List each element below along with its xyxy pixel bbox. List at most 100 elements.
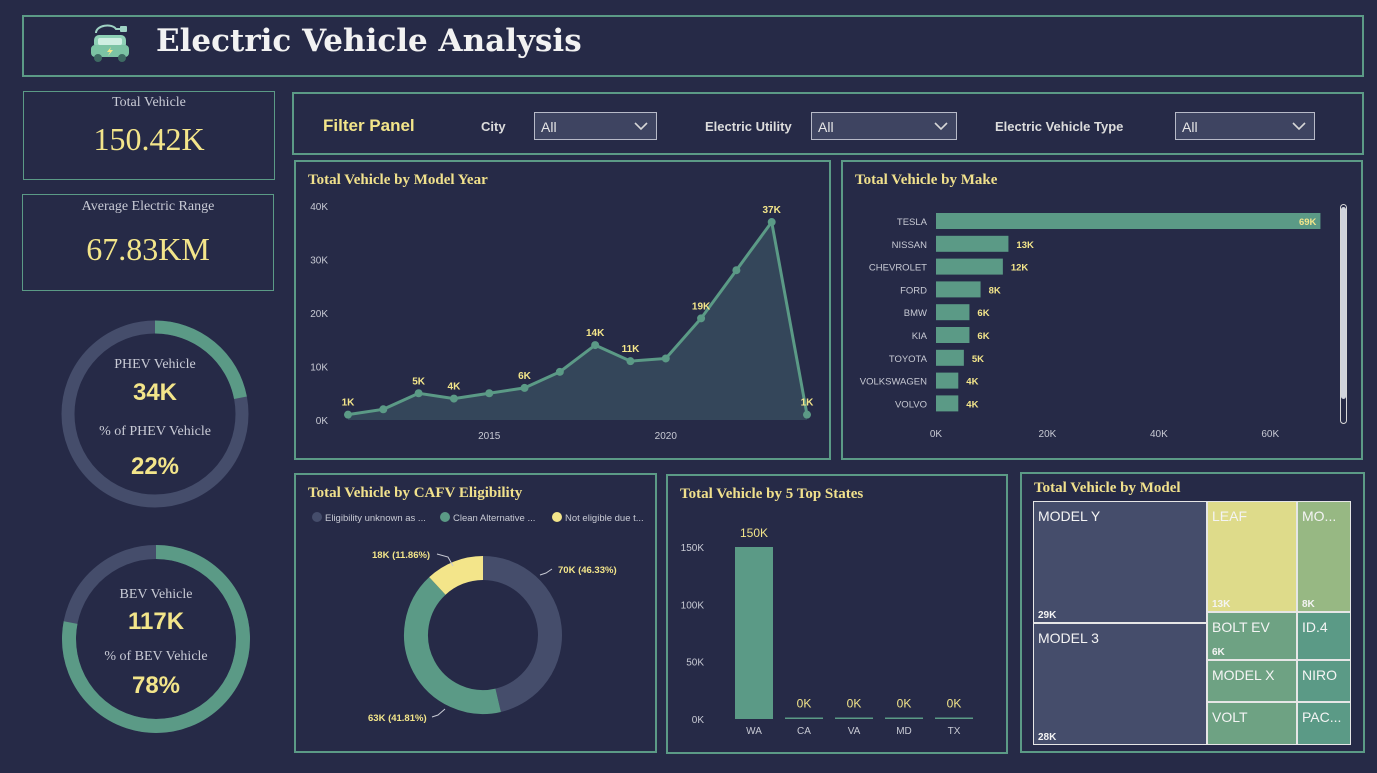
data-point[interactable] xyxy=(767,218,776,227)
legend-swatch xyxy=(440,512,450,522)
data-point[interactable] xyxy=(732,266,741,275)
treemap-cell-label: MO... xyxy=(1302,508,1337,524)
treemap-cell[interactable]: LEAF 13K xyxy=(1207,501,1297,612)
phev-pct-label: % of PHEV Vehicle xyxy=(99,424,211,439)
bar[interactable] xyxy=(936,235,1009,252)
bar[interactable] xyxy=(885,717,923,720)
data-point[interactable] xyxy=(803,410,811,419)
treemap-cell[interactable]: NIRO xyxy=(1297,660,1351,702)
treemap-cell[interactable]: PAC... xyxy=(1297,702,1351,745)
legend-label: Not eligible due t... xyxy=(565,513,644,524)
chart-title: Total Vehicle by Make xyxy=(855,172,998,188)
bar[interactable] xyxy=(936,327,970,343)
x-tick-label: 0K xyxy=(930,429,943,440)
data-label: 0K xyxy=(847,697,862,711)
data-point[interactable] xyxy=(661,354,670,363)
data-label: 0K xyxy=(797,697,812,711)
y-tick-label: 150K xyxy=(681,543,705,554)
bar[interactable] xyxy=(936,395,959,412)
bev-donut: BEV Vehicle 117K % of BEV Vehicle 78% xyxy=(58,541,254,737)
data-point[interactable] xyxy=(344,410,352,419)
data-label: 4K xyxy=(448,382,462,393)
y-tick-label: 100K xyxy=(681,600,705,611)
bar[interactable] xyxy=(835,717,873,720)
data-point[interactable] xyxy=(520,383,529,392)
cafv-chart: Eligibility unknown as ... Clean Alternat… xyxy=(312,512,644,724)
y-tick-label: 0K xyxy=(316,416,329,427)
bar[interactable] xyxy=(936,372,959,389)
treemap-cell[interactable]: VOLT xyxy=(1207,702,1297,745)
data-label: 13K xyxy=(1016,240,1034,251)
city-label: City xyxy=(481,119,506,134)
kpi-label: Total Vehicle xyxy=(112,95,186,110)
category-label: BMW xyxy=(904,308,927,319)
chart-title: Total Vehicle by Model xyxy=(1034,480,1181,496)
data-point[interactable] xyxy=(591,341,600,350)
utility-dropdown[interactable]: All xyxy=(811,112,957,140)
bar[interactable] xyxy=(935,717,973,720)
treemap-cell[interactable]: BOLT EV 6K xyxy=(1207,612,1297,660)
treemap-cell-label: PAC... xyxy=(1302,709,1342,725)
states-chart-panel: Total Vehicle by 5 Top States 0K 50K 100K 1… xyxy=(666,474,1008,754)
kpi-value: 150.42K xyxy=(93,121,205,157)
bar[interactable] xyxy=(785,717,823,720)
treemap-cell-label: MODEL X xyxy=(1212,667,1275,683)
data-label: 6K xyxy=(518,371,532,382)
treemap-cell-value: 13K xyxy=(1212,599,1231,610)
chart-title: Total Vehicle by CAFV Eligibility xyxy=(308,485,523,501)
city-dropdown-value: All xyxy=(541,119,557,135)
cafv-chart-panel: Total Vehicle by CAFV Eligibility Eligib… xyxy=(294,473,657,753)
treemap-cell[interactable]: MODEL 3 28K xyxy=(1033,623,1207,745)
data-point[interactable] xyxy=(485,389,494,398)
bar[interactable] xyxy=(936,349,964,366)
data-point[interactable] xyxy=(379,405,388,414)
treemap-cell-label: BOLT EV xyxy=(1212,619,1270,635)
data-point[interactable] xyxy=(626,357,635,366)
treemap-cell-label: LEAF xyxy=(1212,508,1248,524)
data-point[interactable] xyxy=(414,389,423,398)
pie-slice[interactable] xyxy=(404,577,501,714)
bar[interactable] xyxy=(936,281,981,298)
data-point[interactable] xyxy=(555,367,564,376)
data-label: 6K xyxy=(977,308,989,319)
pie-slice[interactable] xyxy=(482,556,562,712)
bar[interactable] xyxy=(735,547,773,719)
model-year-chart-panel: Total Vehicle by Model Year 0K 10K 20K 30K 4… xyxy=(294,160,831,460)
area-fill xyxy=(348,222,807,420)
treemap-cell[interactable]: ID.4 xyxy=(1297,612,1351,660)
treemap-cell[interactable]: MODEL X xyxy=(1207,660,1297,702)
leader-line xyxy=(539,568,553,576)
chevron-down-icon xyxy=(1292,122,1306,131)
pie-slice[interactable] xyxy=(429,556,484,596)
kpi-label: Average Electric Range xyxy=(81,199,215,214)
data-label: 1K xyxy=(342,398,356,409)
treemap-cell[interactable]: MODEL Y 29K xyxy=(1033,501,1207,623)
treemap-cell-value: 29K xyxy=(1038,610,1057,621)
electric-car-icon xyxy=(91,24,129,62)
category-label: VA xyxy=(848,726,861,737)
scrollbar-thumb[interactable] xyxy=(1341,207,1346,399)
make-chart-panel: Total Vehicle by Make TESLA 69K NISSAN 13K C… xyxy=(841,160,1363,460)
chart-title: Total Vehicle by 5 Top States xyxy=(680,486,864,502)
y-tick-label: 0K xyxy=(692,715,705,726)
treemap-cell[interactable]: MO... 8K xyxy=(1297,501,1351,612)
series-line xyxy=(347,218,809,417)
category-label: FORD xyxy=(900,285,927,296)
chevron-down-icon xyxy=(934,122,948,131)
type-dropdown[interactable]: All xyxy=(1175,112,1315,140)
category-label: TESLA xyxy=(897,217,928,228)
data-point[interactable] xyxy=(697,314,706,323)
data-label: 0K xyxy=(897,697,912,711)
legend-label: Eligibility unknown as ... xyxy=(325,513,426,524)
bar[interactable] xyxy=(936,304,970,321)
type-dropdown-value: All xyxy=(1182,119,1198,135)
data-label: 12K xyxy=(1011,263,1029,274)
data-point[interactable] xyxy=(449,394,458,403)
type-label: Electric Vehicle Type xyxy=(995,119,1124,134)
slice-label: 18K (11.86%) xyxy=(372,550,430,561)
bar[interactable] xyxy=(936,213,1321,229)
slice-label: 63K (41.81%) xyxy=(368,713,427,724)
city-dropdown[interactable]: All xyxy=(534,112,657,140)
bar[interactable] xyxy=(936,258,1003,275)
scrollbar[interactable] xyxy=(1340,204,1347,424)
